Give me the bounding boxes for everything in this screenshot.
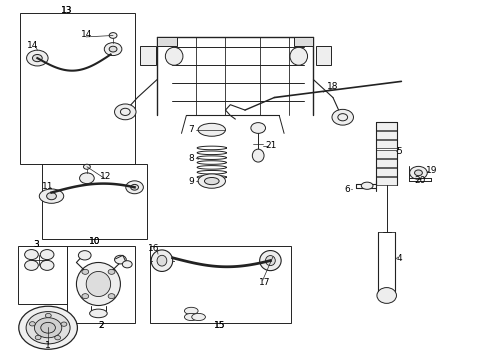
Ellipse shape [29, 322, 35, 326]
Ellipse shape [266, 256, 275, 266]
Text: 14: 14 [80, 30, 92, 39]
Text: 15: 15 [214, 321, 225, 330]
Text: 17: 17 [259, 278, 270, 287]
Ellipse shape [290, 47, 308, 65]
Bar [42, 164, 147, 239]
Text: 10: 10 [89, 237, 100, 246]
Ellipse shape [151, 250, 172, 271]
Ellipse shape [252, 149, 264, 162]
Ellipse shape [19, 306, 77, 349]
Bar [376, 159, 397, 167]
Bar [376, 131, 397, 139]
Text: 5: 5 [396, 147, 402, 156]
Text: 6: 6 [345, 185, 350, 194]
Ellipse shape [109, 46, 117, 52]
Ellipse shape [415, 170, 422, 176]
Bar [294, 37, 314, 45]
Text: 2: 2 [98, 321, 104, 330]
Ellipse shape [108, 269, 115, 274]
Ellipse shape [115, 255, 126, 264]
Ellipse shape [26, 312, 70, 344]
Ellipse shape [121, 108, 130, 116]
Text: 16: 16 [148, 244, 159, 253]
Ellipse shape [377, 288, 396, 303]
Ellipse shape [184, 314, 198, 320]
Text: 4: 4 [396, 255, 402, 264]
Text: 12: 12 [100, 172, 111, 181]
Ellipse shape [198, 123, 225, 136]
Ellipse shape [90, 309, 107, 318]
Ellipse shape [78, 251, 91, 260]
Ellipse shape [198, 174, 225, 188]
Ellipse shape [251, 123, 266, 134]
Text: 20: 20 [414, 176, 426, 185]
Ellipse shape [79, 173, 94, 184]
Ellipse shape [26, 50, 48, 66]
Ellipse shape [55, 336, 61, 340]
Ellipse shape [115, 104, 136, 120]
Text: 21: 21 [265, 141, 276, 150]
Bar [316, 45, 331, 65]
Ellipse shape [61, 322, 67, 326]
Ellipse shape [204, 177, 219, 185]
Ellipse shape [40, 260, 54, 270]
Ellipse shape [35, 336, 41, 340]
Bar [157, 37, 176, 45]
Text: 14: 14 [27, 41, 38, 50]
Ellipse shape [410, 166, 427, 179]
Ellipse shape [82, 269, 89, 274]
Ellipse shape [260, 251, 281, 271]
Bar [18, 246, 67, 304]
Text: 9: 9 [188, 176, 194, 185]
Ellipse shape [131, 184, 139, 190]
Text: 8: 8 [188, 154, 194, 163]
Ellipse shape [109, 33, 117, 39]
Text: 11: 11 [42, 181, 54, 190]
Text: 10: 10 [89, 237, 100, 246]
Ellipse shape [122, 261, 132, 268]
Ellipse shape [24, 249, 38, 260]
Ellipse shape [41, 322, 55, 333]
Ellipse shape [46, 314, 51, 318]
Text: 1: 1 [45, 341, 51, 350]
Bar [140, 45, 156, 65]
Text: 18: 18 [327, 82, 339, 91]
Text: 2: 2 [98, 321, 104, 330]
Text: 13: 13 [61, 6, 73, 15]
Text: 3: 3 [33, 240, 39, 249]
Text: 13: 13 [61, 6, 73, 15]
Text: 7: 7 [188, 125, 194, 134]
Ellipse shape [192, 314, 205, 320]
Ellipse shape [34, 318, 62, 338]
Ellipse shape [157, 255, 167, 266]
Text: 19: 19 [426, 166, 438, 175]
Bar [376, 150, 397, 158]
Ellipse shape [361, 182, 373, 189]
Ellipse shape [47, 193, 56, 200]
Ellipse shape [76, 262, 121, 306]
Ellipse shape [108, 294, 115, 299]
Ellipse shape [40, 249, 54, 260]
Bar [376, 140, 397, 148]
Bar [67, 246, 135, 323]
Ellipse shape [104, 42, 122, 55]
Ellipse shape [24, 260, 38, 270]
Bar [376, 168, 397, 176]
Bar [150, 246, 292, 323]
Ellipse shape [126, 181, 144, 194]
Ellipse shape [165, 47, 183, 65]
Ellipse shape [332, 109, 353, 125]
Ellipse shape [82, 294, 89, 299]
Ellipse shape [338, 114, 347, 121]
Ellipse shape [83, 164, 90, 169]
Bar [376, 122, 397, 130]
Ellipse shape [32, 54, 42, 62]
Bar [20, 13, 135, 164]
Ellipse shape [86, 271, 111, 297]
Bar [376, 177, 397, 185]
Text: 15: 15 [214, 321, 225, 330]
Ellipse shape [184, 307, 198, 315]
Text: 3: 3 [33, 240, 39, 249]
Ellipse shape [39, 189, 64, 203]
